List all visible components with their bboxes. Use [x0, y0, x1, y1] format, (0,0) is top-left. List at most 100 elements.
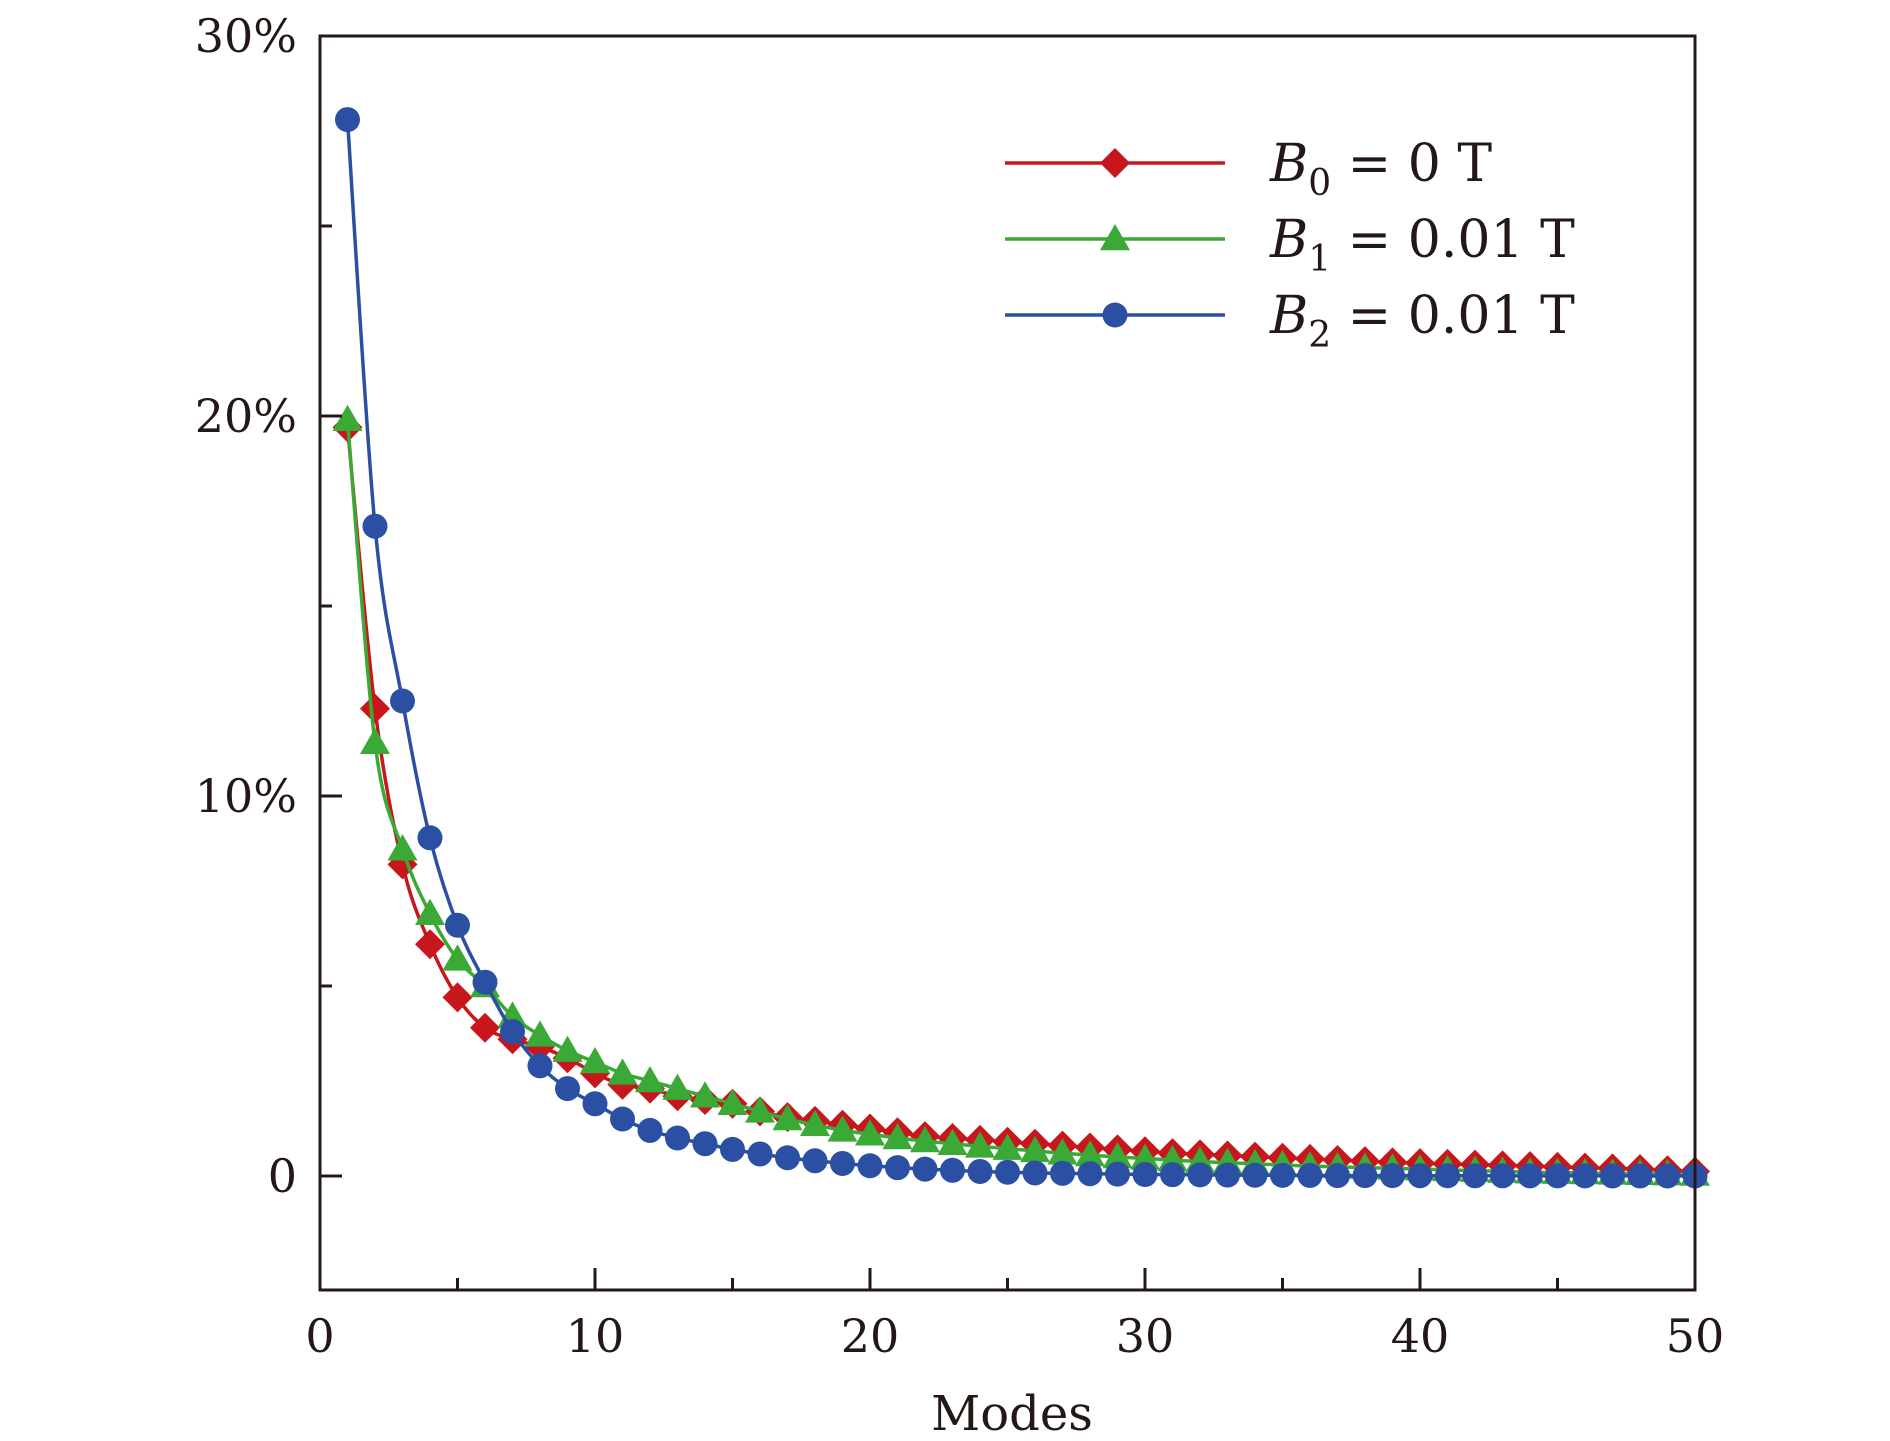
x-tick-label: 30 — [1116, 1309, 1175, 1363]
ticks-layer: 0 10 20 30 40 50 0 10% 20% 30% — [195, 9, 1725, 1363]
series-layer — [332, 107, 1710, 1189]
data-point — [582, 1091, 608, 1117]
data-point — [1050, 1160, 1075, 1186]
data-point — [1077, 1161, 1103, 1187]
data-point — [470, 1012, 500, 1043]
data-point — [885, 1155, 910, 1181]
legend: B0 = 0 TB1 = 0.01 TB2 = 0.01 T — [1005, 134, 1575, 356]
data-point — [775, 1145, 800, 1171]
data-point — [937, 1128, 968, 1155]
data-point — [390, 688, 415, 714]
data-point — [387, 834, 418, 861]
data-point — [472, 969, 498, 995]
data-point — [910, 1126, 940, 1153]
data-point — [610, 1106, 635, 1132]
data-point — [1490, 1163, 1515, 1189]
y-tick-label: 10% — [195, 769, 297, 823]
data-point — [500, 1019, 525, 1045]
data-point — [1297, 1162, 1323, 1188]
data-point — [1020, 1135, 1050, 1163]
data-point — [1572, 1163, 1598, 1189]
data-point — [1325, 1163, 1350, 1189]
x-axis-title: Modes — [931, 1386, 1093, 1441]
data-point — [992, 1133, 1023, 1160]
data-point — [940, 1157, 965, 1183]
data-point — [1215, 1162, 1240, 1188]
x-tick-label: 20 — [841, 1309, 900, 1363]
x-tick-label: 40 — [1391, 1309, 1450, 1363]
data-point — [747, 1141, 773, 1167]
data-point — [1075, 1140, 1105, 1167]
series-2 — [335, 107, 1708, 1189]
data-point — [442, 982, 473, 1013]
data-point — [1187, 1162, 1213, 1188]
data-point — [552, 1035, 583, 1062]
data-point — [720, 1136, 745, 1162]
data-point — [1627, 1163, 1653, 1189]
data-point — [692, 1131, 718, 1157]
data-point — [360, 693, 390, 724]
data-point — [635, 1066, 665, 1093]
data-point — [1655, 1163, 1680, 1189]
data-point — [335, 107, 360, 133]
data-point — [637, 1117, 663, 1143]
data-point — [857, 1153, 883, 1179]
data-point — [1407, 1163, 1433, 1189]
data-point — [525, 1020, 555, 1047]
data-point — [415, 929, 445, 960]
data-point — [967, 1158, 993, 1184]
legend-marker — [1102, 302, 1128, 328]
data-point — [1380, 1163, 1405, 1189]
data-point — [882, 1123, 913, 1150]
data-point — [415, 898, 445, 926]
data-point — [995, 1159, 1020, 1185]
data-point — [1545, 1163, 1570, 1189]
data-point — [1105, 1161, 1130, 1187]
legend-label: B2 = 0.01 T — [1269, 286, 1575, 356]
x-tick-label: 50 — [1666, 1309, 1725, 1363]
data-point — [1600, 1163, 1625, 1189]
data-point — [717, 1088, 748, 1116]
data-point — [827, 1115, 858, 1142]
data-point — [1132, 1161, 1158, 1187]
y-tick-label: 0 — [268, 1149, 297, 1203]
data-point — [772, 1104, 803, 1131]
data-point — [607, 1058, 638, 1085]
legend-item-0: B0 = 0 T — [1005, 134, 1492, 204]
data-point — [332, 404, 363, 432]
data-point — [1352, 1163, 1378, 1189]
legend-label: B1 = 0.01 T — [1269, 210, 1575, 280]
data-point — [1130, 1143, 1160, 1170]
data-point — [662, 1073, 693, 1100]
legend-item-2: B2 = 0.01 T — [1005, 286, 1575, 356]
data-point — [800, 1109, 830, 1136]
legend-label: B0 = 0 T — [1269, 134, 1492, 204]
data-point — [417, 825, 443, 851]
data-point — [1517, 1163, 1543, 1189]
data-point — [912, 1156, 938, 1182]
legend-item-1: B1 = 0.01 T — [1005, 210, 1575, 280]
y-tick-label: 20% — [195, 389, 297, 443]
data-point — [855, 1119, 885, 1146]
data-point — [1435, 1163, 1460, 1189]
data-point — [965, 1131, 995, 1158]
data-point — [442, 944, 473, 971]
legend-marker — [1100, 224, 1130, 251]
data-point — [580, 1047, 610, 1074]
data-point — [360, 727, 390, 755]
legend-marker — [1100, 148, 1130, 178]
data-point — [1022, 1160, 1048, 1186]
series-line — [345, 119, 1696, 1178]
data-point — [1462, 1163, 1488, 1189]
data-point — [745, 1096, 775, 1123]
x-tick-label: 0 — [305, 1309, 334, 1363]
y-tick-label: 30% — [195, 9, 297, 63]
data-point — [362, 513, 388, 539]
data-point — [1160, 1162, 1185, 1188]
data-point — [445, 912, 470, 938]
x-tick-label: 10 — [566, 1309, 625, 1363]
data-point — [690, 1081, 720, 1108]
data-point — [830, 1150, 855, 1176]
data-point — [555, 1076, 580, 1102]
